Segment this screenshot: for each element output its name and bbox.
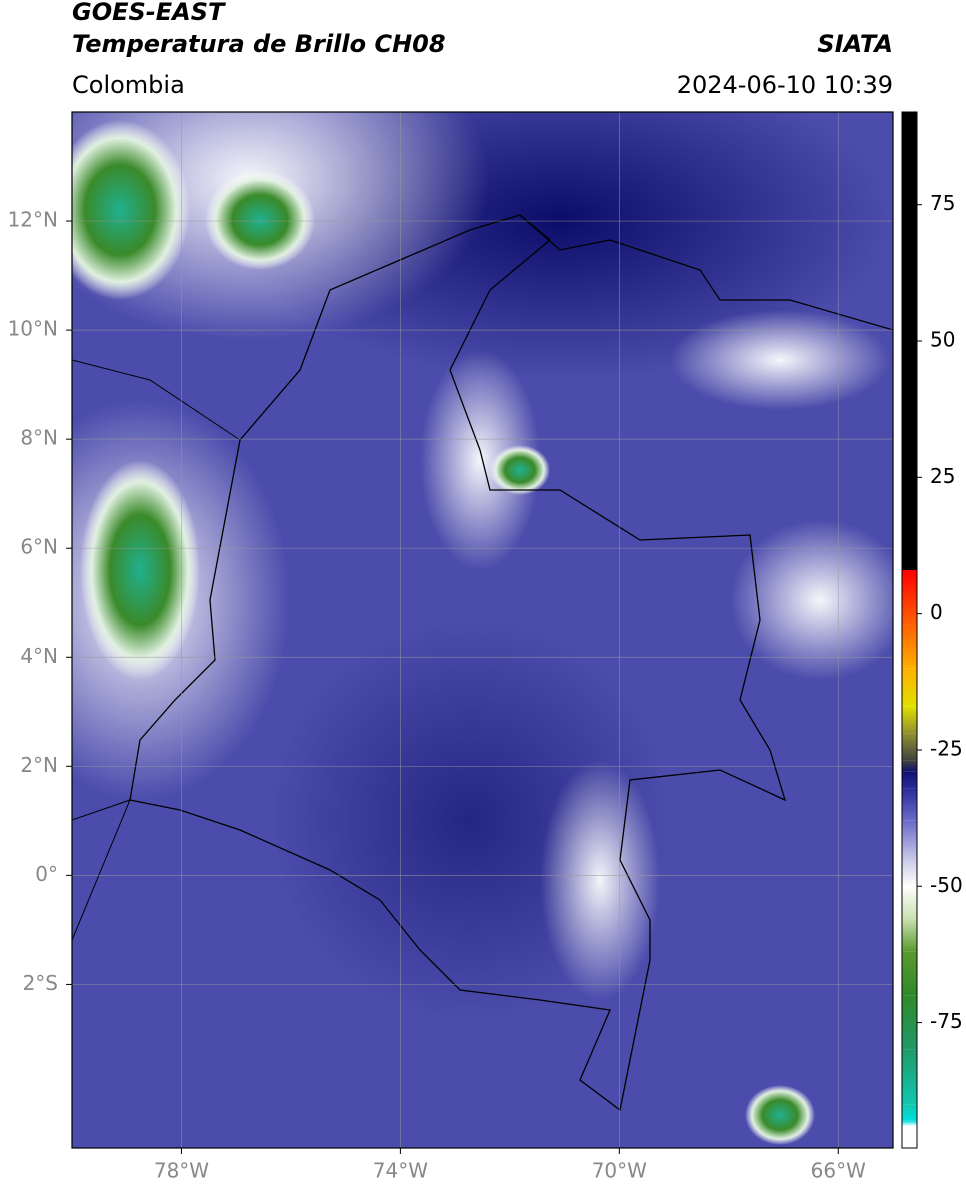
y-tick-label: 6°N — [20, 535, 58, 559]
colorbar-segment — [902, 820, 917, 860]
y-tick-label: 0° — [35, 862, 58, 886]
satellite-image — [72, 112, 893, 1148]
colorbar-segment — [902, 706, 917, 734]
colorbar-tick-label: 25 — [930, 464, 955, 488]
colorbar-segment — [902, 1049, 917, 1105]
colorbar-segment — [902, 733, 917, 761]
axes: 78°W 74°W 70°W 66°W 2°S 0° 2°N 4°N 6°N 8°N 10°N 12°… — [8, 112, 963, 1183]
x-tick-label: 66°W — [811, 1159, 866, 1183]
y-tick-label: 2°S — [23, 971, 58, 995]
colorbar-segment — [902, 886, 917, 919]
colorbar-segment — [902, 859, 917, 887]
colorbar-tick-label: 50 — [930, 328, 955, 352]
colorbar-tick-label: -25 — [930, 736, 963, 760]
region: Colombia — [72, 71, 185, 99]
colorbar-tick-label: -75 — [930, 1009, 963, 1033]
colorbar-segment — [902, 112, 917, 571]
colorbar-segment — [902, 1104, 917, 1121]
colorbar-segment — [902, 570, 917, 625]
colorbar-segment — [902, 1120, 917, 1127]
colorbar-segment — [902, 951, 917, 996]
subtitle: Temperatura de Brillo CH08 — [72, 30, 446, 58]
colorbar-segment — [902, 1126, 917, 1148]
colorbar-segment — [902, 995, 917, 1050]
colorbar-segment — [902, 788, 917, 821]
colorbar-frame — [901, 111, 918, 1149]
colorbar-tick-label: -50 — [930, 873, 963, 897]
x-tick-label: 78°W — [154, 1159, 209, 1183]
colorbar-segment — [902, 624, 917, 669]
x-tick-label: 74°W — [373, 1159, 428, 1183]
colorbar-segment — [902, 668, 917, 707]
colorbar-tick-label: 75 — [930, 191, 955, 215]
datetime: 2024-06-10 10:39 — [677, 71, 893, 99]
y-tick-label: 8°N — [20, 426, 58, 450]
colorbar-segment — [902, 771, 917, 789]
colorbar-tick-label: 0 — [930, 600, 943, 624]
y-tick-label: 10°N — [8, 317, 58, 341]
colorbar-segment — [902, 918, 917, 952]
source: SIATA — [817, 30, 893, 58]
colorbar-segment — [902, 760, 917, 772]
y-tick-label: 12°N — [8, 208, 58, 232]
y-tick-label: 4°N — [20, 644, 58, 668]
x-tick-label: 70°W — [592, 1159, 647, 1183]
map-frame — [71, 111, 894, 1149]
y-tick-label: 2°N — [20, 753, 58, 777]
title: GOES-EAST — [72, 0, 226, 26]
